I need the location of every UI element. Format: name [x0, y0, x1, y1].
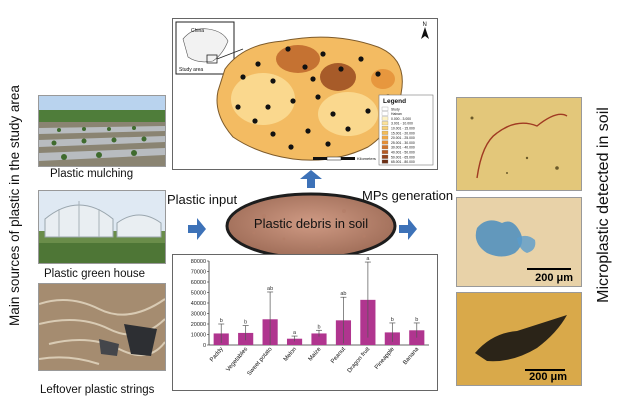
inset-label-study-area: Study area: [179, 67, 203, 73]
map-svg: China Study area N Kilometers: [175, 21, 434, 166]
significance-letter: b: [391, 317, 394, 323]
legend-swatch: [381, 150, 389, 154]
x-tick-label: Sweet potato: [247, 346, 275, 377]
x-tick-label: Maize: [308, 346, 323, 363]
legend-label: 10.001 - 15.000: [391, 127, 415, 131]
left-vertical-title: Main sources of plastic in the study are…: [2, 40, 26, 370]
blue-fragment-illustration: [457, 198, 581, 286]
arrow-right-generation: [399, 218, 417, 240]
legend-swatch: [381, 159, 389, 164]
legend-title: Legend: [383, 98, 406, 105]
legend-label: Study: [391, 107, 400, 111]
legend-label: 50.001 - 65.000: [391, 155, 415, 159]
plastic-input-label: Plastic input: [167, 192, 238, 207]
legend-label: 15.001 - 20.000: [391, 131, 415, 135]
y-tick-label: 70000: [191, 270, 206, 276]
china-outline: [182, 28, 229, 63]
mulching-illustration: [39, 96, 165, 166]
bar: [286, 338, 303, 345]
y-tick-label: 20000: [191, 322, 206, 328]
right-vertical-title: Microplastic detected in soil: [590, 40, 618, 370]
caption-plastic-greenhouse: Plastic green house: [44, 268, 146, 280]
micro-scale-2: 200 μm: [535, 272, 573, 284]
x-tick-label: Dragon fruit: [347, 346, 372, 374]
micro-scale-bar-2: [527, 268, 571, 270]
photo-plastic-greenhouse: [38, 190, 166, 264]
legend-label: 0.000 - 3.000: [391, 117, 411, 121]
legend-label: 3.001 - 10.000: [391, 122, 413, 126]
x-tick-label: Vegetables: [226, 346, 250, 373]
legend-swatch: [381, 106, 389, 111]
x-tick-label: Paddy: [209, 346, 225, 363]
significance-letter: a: [366, 256, 370, 262]
legend-label: Hainan: [391, 112, 402, 116]
y-tick-label: 60000: [191, 280, 206, 286]
y-tick-label: 10000: [191, 333, 206, 339]
caption-leftover-plastic-strings: Leftover plastic strings: [40, 384, 155, 396]
significance-letter: b: [220, 318, 223, 324]
legend-swatch: [381, 121, 389, 126]
micro-scale-bar-3: [525, 369, 565, 371]
legend-label: 30.001 - 40.000: [391, 146, 415, 150]
scale-bar: Kilometers: [313, 156, 376, 161]
bar-chart-panel: 0 10000 20000 30000 40000 50000 60000 70000 8000…: [172, 254, 438, 391]
legend-swatch: [381, 145, 389, 150]
mps-generation-label: MPs generation: [362, 188, 454, 203]
legend-swatch: [381, 135, 389, 140]
arrow-up: [300, 170, 322, 188]
legend-swatch: [381, 154, 389, 159]
y-tick-label: 80000: [191, 259, 206, 265]
bar-chart-svg: 0 10000 20000 30000 40000 50000 60000 70000 8000…: [191, 256, 429, 377]
study-area-map: China Study area N Kilometers: [172, 18, 438, 170]
micro-image-fiber: [456, 97, 582, 191]
svg-text:N: N: [423, 22, 427, 28]
significance-letter: a: [293, 330, 297, 336]
soil-ellipse: Plastic debris in soil: [224, 191, 398, 261]
bar: [311, 333, 327, 345]
x-tick-label: Peanut: [330, 346, 347, 365]
x-tick-label: Melon: [283, 346, 298, 362]
soil-center-label: Plastic debris in soil: [253, 216, 369, 231]
strings-illustration: [39, 284, 165, 370]
svg-text:Kilometers: Kilometers: [357, 156, 376, 161]
greenhouse-illustration: [39, 191, 165, 263]
significance-letter: ab: [340, 291, 346, 297]
significance-letter: b: [415, 317, 418, 323]
micro-scale-3: 200 μm: [529, 371, 567, 383]
significance-letter: b: [244, 320, 247, 326]
legend-label: 65.001 - 80.000: [391, 160, 415, 164]
legend-swatch: [381, 130, 389, 135]
y-tick-label: 0: [203, 343, 206, 349]
inset-label-china: China: [191, 28, 204, 34]
right-title-text: Microplastic detected in soil: [595, 107, 613, 303]
legend-swatch: [381, 140, 389, 145]
y-tick-label: 40000: [191, 301, 206, 307]
photo-plastic-mulching: [38, 95, 166, 167]
micro-image-fragment-dark: 200 μm: [456, 292, 582, 386]
micro-image-fragment-blue: 200 μm: [456, 197, 582, 287]
arrow-right-input: [188, 218, 206, 240]
legend-swatch: [381, 116, 389, 121]
significance-letter: b: [317, 324, 320, 330]
x-tick-label: Pineapple: [374, 346, 396, 371]
y-tick-label: 30000: [191, 312, 206, 318]
legend-label: 40.001 - 50.000: [391, 151, 415, 155]
left-title-text: Main sources of plastic in the study are…: [6, 84, 22, 326]
legend-label: 20.001 - 25.000: [391, 136, 415, 140]
x-tick-label: Banana: [402, 346, 420, 366]
legend-swatch: [381, 111, 389, 116]
legend-swatch: [381, 126, 389, 130]
legend-label: 25.001 - 30.000: [391, 141, 415, 145]
caption-plastic-mulching: Plastic mulching: [50, 168, 134, 180]
fiber-illustration: [457, 98, 581, 190]
photo-leftover-plastic-strings: [38, 283, 166, 371]
north-arrow: N: [421, 22, 429, 39]
significance-letter: ab: [267, 286, 273, 292]
y-tick-label: 50000: [191, 291, 206, 297]
